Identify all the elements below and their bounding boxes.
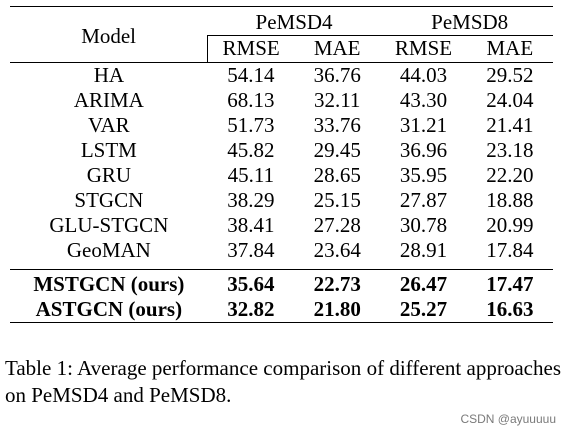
metric-value-cell: 28.65	[313, 163, 361, 187]
results-table: Model PeMSD4 PeMSD8 RMSE MAE RMSE MAE HA…	[10, 6, 553, 323]
table-row: STGCN 38.29 25.15 27.87 18.88	[10, 188, 553, 213]
table-row: LSTM 45.82 29.45 36.96 23.18	[10, 138, 553, 163]
section-gap	[10, 263, 553, 270]
watermark: CSDN @ayuuuuu	[460, 412, 556, 426]
results-table-container: Model PeMSD4 PeMSD8 RMSE MAE RMSE MAE HA…	[10, 6, 553, 323]
metric-value-cell: 23.18	[486, 138, 534, 162]
metric-value-cell: 17.84	[486, 238, 534, 262]
model-name-cell: LSTM	[80, 138, 137, 162]
model-name-cell: STGCN	[74, 188, 144, 212]
metric-value-cell: 22.73	[313, 272, 361, 296]
model-name-cell: GRU	[86, 163, 132, 187]
model-name-cell: MSTGCN (ours)	[33, 272, 185, 296]
metric-value-cell: 38.29	[227, 188, 275, 212]
metric-header-pemsd4-rmse: RMSE	[207, 35, 295, 63]
metric-value-cell: 29.52	[466, 62, 553, 88]
table-row: MSTGCN (ours) 35.64 22.73 26.47 17.47	[10, 272, 553, 297]
metric-header-pemsd4-mae: MAE	[313, 36, 361, 60]
dataset-header-pemsd4: PeMSD4	[207, 6, 381, 36]
metric-value-cell: 26.47	[399, 272, 448, 296]
metric-value-cell: 68.13	[227, 88, 275, 112]
section-gap-double	[10, 269, 553, 272]
metric-header-pemsd8-mae: MAE	[486, 36, 534, 60]
metric-value-cell: 25.27	[380, 297, 467, 323]
metric-value-cell: 17.47	[486, 272, 534, 296]
metric-value-cell: 27.87	[399, 188, 448, 212]
metric-value-cell: 32.11	[313, 88, 361, 112]
group-header-row: Model PeMSD4 PeMSD8	[10, 6, 553, 63]
model-name-cell: HA	[10, 62, 208, 88]
metric-value-cell: 27.28	[313, 213, 361, 237]
metric-value-cell: 36.96	[399, 138, 448, 162]
table-row: GLU-STGCN 38.41 27.28 30.78 20.99	[10, 213, 553, 238]
metric-value-cell: 18.88	[486, 188, 534, 212]
metric-value-cell: 24.04	[486, 88, 534, 112]
metric-value-cell: 28.91	[399, 238, 448, 262]
metric-value-cell: 20.99	[486, 213, 534, 237]
metric-header-row: RMSE MAE RMSE MAE	[10, 35, 553, 63]
model-name-cell: ASTGCN (ours)	[10, 297, 208, 323]
table-row: ASTGCN (ours) 32.82 21.80 25.27 16.63	[10, 297, 553, 323]
metric-value-cell: 44.03	[380, 62, 467, 88]
metric-value-cell: 29.45	[313, 138, 361, 162]
metric-value-cell: 45.82	[227, 138, 275, 162]
metric-value-cell: 30.78	[399, 213, 448, 237]
proposed-rows: MSTGCN (ours) 35.64 22.73 26.47 17.47 ASTGCN …	[10, 272, 553, 323]
metric-value-cell: 33.76	[313, 113, 361, 137]
metric-header-pemsd8-rmse: RMSE	[394, 36, 453, 60]
table-row: GeoMAN 37.84 23.64 28.91 17.84	[10, 238, 553, 263]
metric-value-cell: 31.21	[399, 113, 448, 137]
metric-value-cell: 43.30	[399, 88, 448, 112]
metric-value-cell: 21.41	[486, 113, 534, 137]
model-name-cell: ARIMA	[73, 88, 144, 112]
metric-value-cell: 51.73	[227, 113, 275, 137]
metric-value-cell: 36.76	[294, 62, 381, 88]
table-caption: Table 1: Average performance comparison …	[5, 356, 561, 407]
table-row: HA 54.14 36.76 44.03 29.52	[10, 62, 553, 88]
table-row: VAR 51.73 33.76 31.21 21.41	[10, 113, 553, 138]
model-name-cell: VAR	[88, 113, 130, 137]
metric-value-cell: 25.15	[313, 188, 361, 212]
metric-value-cell: 32.82	[207, 297, 295, 323]
model-name-cell: GLU-STGCN	[49, 213, 169, 237]
metric-value-cell: 16.63	[466, 297, 553, 323]
metric-value-cell: 35.64	[227, 272, 275, 296]
table-row: ARIMA 68.13 32.11 43.30 24.04	[10, 88, 553, 113]
table-row: GRU 45.11 28.65 35.95 22.20	[10, 163, 553, 188]
dataset-header-pemsd8: PeMSD8	[380, 6, 553, 36]
metric-value-cell: 35.95	[399, 163, 448, 187]
metric-value-cell: 38.41	[227, 213, 275, 237]
metric-value-cell: 45.11	[227, 163, 275, 187]
metric-value-cell: 22.20	[486, 163, 534, 187]
model-column-header: Model	[10, 6, 208, 63]
metric-value-cell: 54.14	[207, 62, 295, 88]
metric-value-cell: 23.64	[313, 238, 361, 262]
baseline-rows: HA 54.14 36.76 44.03 29.52 ARIMA 68.13 32.11 43.…	[10, 62, 553, 272]
model-name-cell: GeoMAN	[66, 238, 151, 262]
metric-value-cell: 37.84	[227, 238, 275, 262]
metric-value-cell: 21.80	[294, 297, 381, 323]
